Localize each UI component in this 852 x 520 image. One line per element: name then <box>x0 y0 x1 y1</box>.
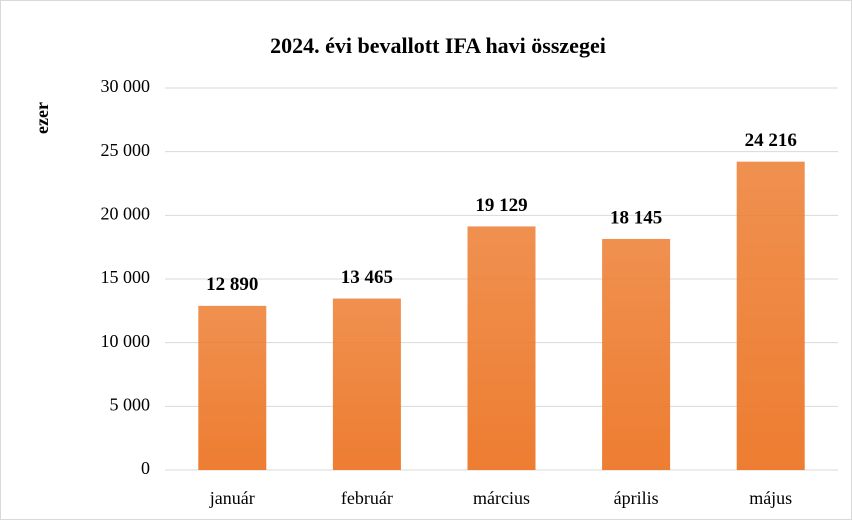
bar <box>736 161 805 470</box>
y-tick-label: 0 <box>141 458 150 478</box>
bar <box>602 238 671 470</box>
y-tick-label: 20 000 <box>101 203 151 223</box>
value-label: 24 216 <box>745 130 797 151</box>
x-tick-label: május <box>749 488 792 508</box>
value-label: 18 145 <box>610 207 662 228</box>
y-tick-label: 10 000 <box>101 331 151 351</box>
x-tick-label: április <box>614 488 659 508</box>
value-label: 13 465 <box>341 267 393 288</box>
y-tick-label: 30 000 <box>101 76 151 96</box>
bar <box>332 298 401 470</box>
y-tick-label: 25 000 <box>101 140 151 160</box>
y-tick-label: 15 000 <box>101 267 151 287</box>
bar <box>467 226 536 470</box>
value-label: 19 129 <box>475 195 527 216</box>
y-tick-label: 5 000 <box>110 394 151 414</box>
x-tick-label: február <box>341 488 393 508</box>
x-tick-label: január <box>209 488 255 508</box>
y-axis-label: ezer <box>32 102 52 134</box>
chart-title: 2024. évi bevallott IFA havi összegei <box>270 33 606 58</box>
x-tick-label: március <box>473 488 530 508</box>
value-label: 12 890 <box>206 274 258 295</box>
bar <box>198 305 267 470</box>
